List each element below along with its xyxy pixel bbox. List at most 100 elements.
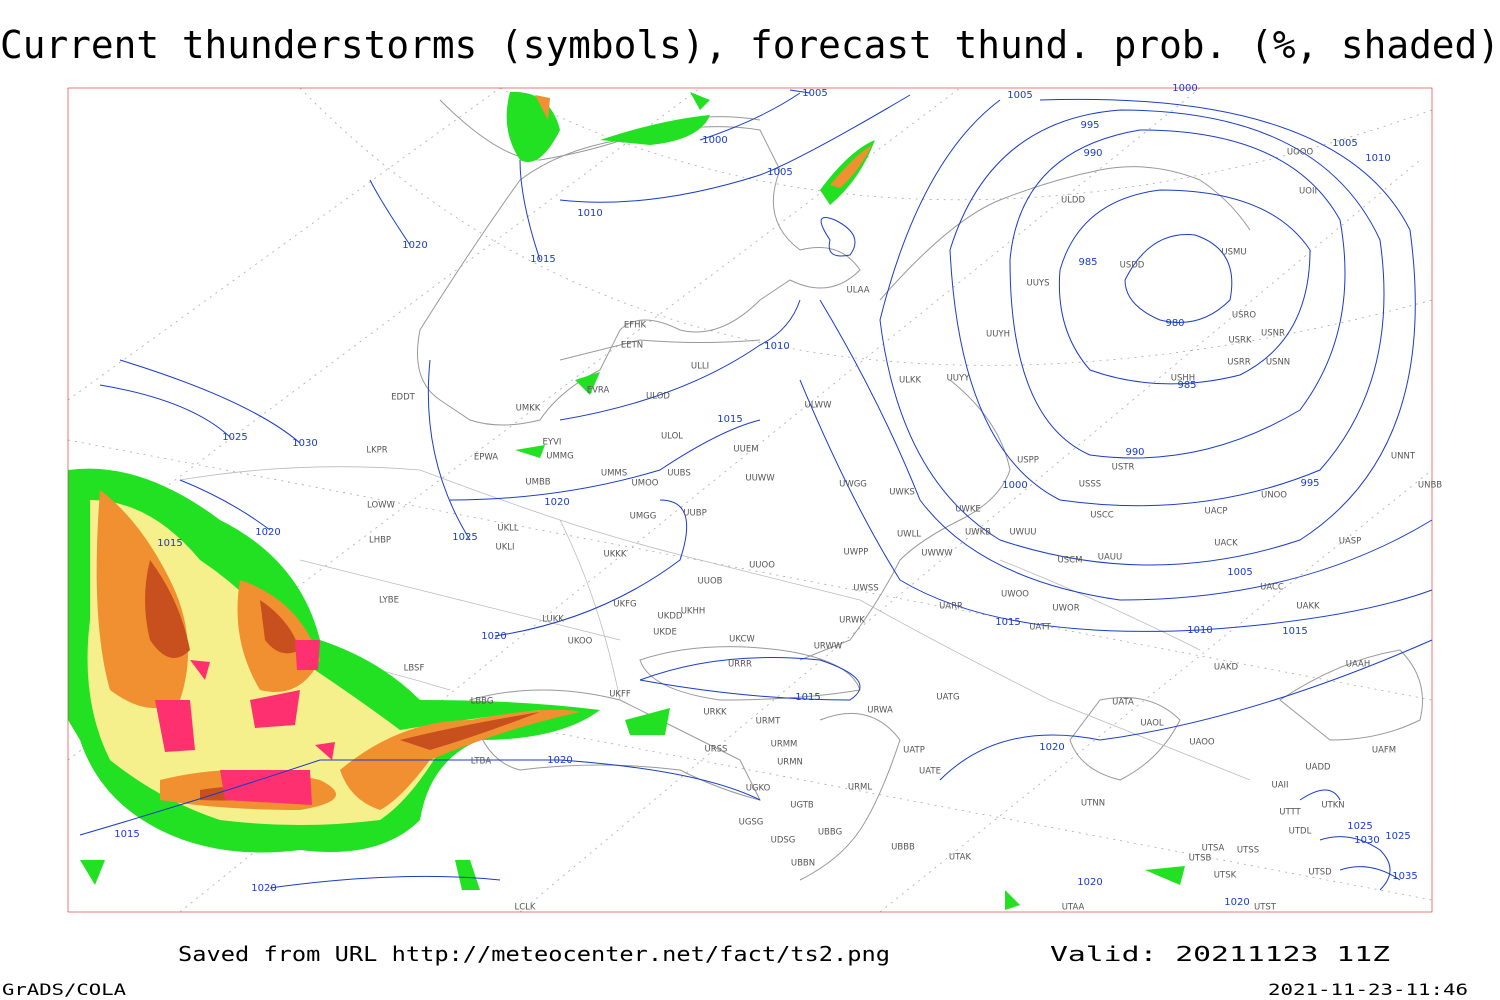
station-label: USNN [1266,358,1290,368]
station-label: URWA [867,706,893,716]
station-label: UKCW [729,635,755,645]
station-label: UUEM [733,445,758,455]
isobar-label: 1015 [114,829,139,840]
station-label: UATA [1112,698,1134,708]
station-label: UKDE [653,628,677,638]
station-label: UKDD [658,612,683,622]
station-label: UUYY [947,374,971,384]
source-note: Saved from URL http://meteocenter.net/fa… [178,942,890,966]
station-label: UAUU [1098,553,1122,563]
station-label: UKHH [681,607,706,617]
station-label: UWLL [897,530,921,540]
coastlines [417,99,1423,881]
station-label: LYBE [379,596,399,606]
station-label: USDD [1120,261,1145,271]
isobars [79,89,1433,891]
station-label: UTSK [1214,871,1237,881]
station-label: UUYS [1026,279,1049,289]
isobar-label: 990 [1083,148,1102,159]
station-label: UAKK [1296,602,1320,612]
isobar-label: 985 [1177,380,1196,391]
station-label: UKFF [609,690,631,700]
station-label: UAAH [1346,660,1370,670]
station-label: UTKN [1321,801,1344,811]
station-label: URKK [703,708,727,718]
station-label: UUOB [698,577,723,587]
station-label: EFHK [624,321,647,331]
isobar-label: 1005 [1007,90,1032,101]
station-label: UWKS [889,488,915,498]
station-label: URRR [728,660,752,670]
isobar-label: 1005 [802,88,827,99]
station-label: UATE [919,767,941,777]
isobar-label: 1010 [1187,625,1212,636]
station-label: LKPR [366,446,387,456]
station-label: ULOD [646,392,670,402]
isobar-label: 1020 [255,527,280,538]
station-label: EPWA [474,453,498,463]
station-label: UNOO [1261,491,1287,501]
isobar-label: 1020 [547,755,572,766]
station-label: UKFG [613,600,636,610]
station-label: ULLI [691,362,709,372]
station-label: LBSF [404,664,425,674]
station-label: UUYH [986,330,1010,340]
station-label: UASP [1339,537,1362,547]
station-label: UWKB [965,528,991,538]
brand: GrADS/COLA [2,980,126,999]
station-label: LCLK [515,903,536,913]
station-label: UMMG [546,452,573,462]
station-label: UTSD [1308,868,1332,878]
station-label: USHH [1171,374,1195,384]
isobar-label: 1015 [717,414,742,425]
station-label: URML [848,783,872,793]
isobar-label: 1000 [1172,83,1197,94]
isobar-label: 1025 [222,432,247,443]
map-labels: 1005 1005 1000 1005 1010 1015 1020 1025 1030 1010… [114,83,1442,913]
station-label: LHBP [369,536,391,546]
station-label: UKOO [568,637,593,647]
station-label: UDSG [771,836,796,846]
station-label: UAKD [1214,663,1239,673]
isobar-label: 1025 [1385,831,1410,842]
station-label: UARR [939,602,963,612]
grid [67,87,1433,913]
station-label: UUWW [745,474,775,484]
station-label: UTAA [1062,903,1085,913]
station-label: USCM [1058,556,1083,566]
station-label: UAOL [1140,719,1164,729]
station-label: UNBB [1418,481,1442,491]
station-label: UWSS [853,584,878,594]
isobar-label: 1010 [577,208,602,219]
station-label: UWGG [839,480,867,490]
station-label: UTST [1254,903,1277,913]
station-label: UGKO [746,784,771,794]
station-label: UAFM [1372,746,1396,756]
station-label: UGSG [739,818,764,828]
station-label: LTBA [471,757,492,767]
isobar-label: 1020 [402,240,427,251]
isobar-label: 995 [1080,120,1099,131]
station-label: LBBG [471,697,494,707]
probability-shading [68,91,1185,910]
station-label: UAOO [1189,738,1215,748]
station-label: UTDL [1289,827,1312,837]
station-label: USSS [1079,480,1101,490]
station-label: USTR [1112,463,1135,473]
station-label: ULWW [805,401,833,411]
station-label: USNR [1261,329,1285,339]
station-label: USRO [1232,311,1257,321]
station-label: UACP [1205,507,1228,517]
station-label: UWPP [844,548,869,558]
borders [179,466,1251,781]
station-label: UNNT [1391,452,1416,462]
isobar-label: 1015 [795,692,820,703]
station-label: UTSS [1237,846,1259,856]
station-label: UAII [1271,781,1288,791]
station-label: USRR [1227,358,1251,368]
station-label: UBBG [818,828,842,838]
isobar-label: 1005 [1227,567,1252,578]
station-label: ULKK [899,376,922,386]
